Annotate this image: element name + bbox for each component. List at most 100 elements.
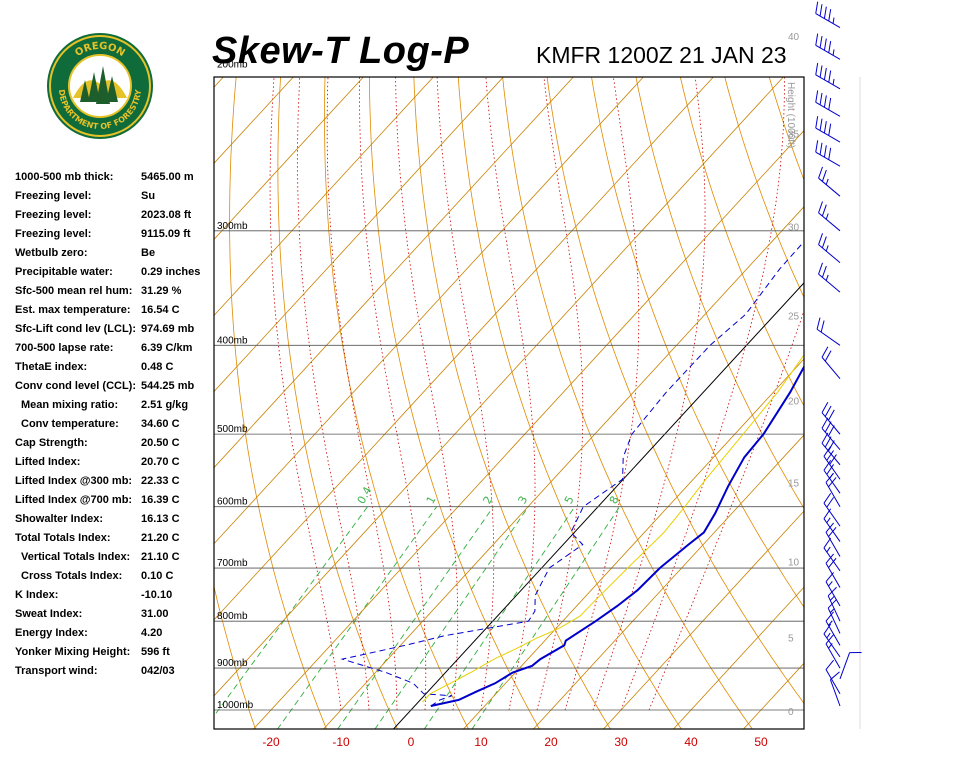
index-label: Cap Strength:: [15, 437, 88, 449]
wind-barb-flag: [829, 454, 837, 465]
wind-barb: [823, 537, 841, 572]
index-label: Freezing level:: [15, 228, 92, 240]
wind-barb-shaft: [816, 328, 841, 346]
dry-adiabat: [768, 77, 804, 181]
wind-barb-flag: [828, 40, 832, 53]
height-tick-label: 5: [788, 634, 794, 645]
profile-group: [340, 240, 804, 707]
wind-barb-flag: [826, 464, 834, 475]
wind-barb-half-flag: [828, 620, 833, 626]
mixing-ratio-line: [374, 506, 529, 729]
wind-barb: [825, 572, 841, 607]
wind-barb-half-flag: [825, 274, 829, 281]
index-value: 0.48 C: [141, 361, 174, 373]
x-tick-label: 50: [754, 735, 768, 749]
wind-barb-flag: [821, 417, 829, 429]
isotherm: [532, 434, 804, 729]
wind-barb-half-flag: [829, 473, 834, 479]
wind-barb-flag: [815, 33, 819, 46]
isobar-label: 500mb: [217, 424, 248, 435]
wind-barb-shaft: [818, 212, 841, 232]
wind-barb-flag: [823, 121, 827, 134]
wind-barb: [815, 62, 841, 90]
wind-barb-flag: [828, 147, 832, 160]
mixing-ratio-line: [471, 506, 620, 729]
dry-adiabat: [892, 0, 960, 729]
dry-adiabat: [214, 584, 256, 729]
oregon-forestry-logo: OREGON DEPARTMENT OF FORESTRY: [47, 33, 153, 139]
isotherm: [214, 77, 504, 393]
wind-barb: [829, 671, 841, 707]
wind-barb: [815, 116, 841, 143]
isobar-label: 900mb: [217, 658, 248, 669]
x-tick-label: 0: [408, 735, 415, 749]
isotherm: [252, 130, 804, 729]
isotherm: [214, 77, 714, 621]
wind-barb-flag: [815, 116, 819, 129]
height-tick-label: 25: [788, 311, 800, 322]
wind-barb-flag: [825, 553, 834, 564]
wind-barb-half-flag: [829, 607, 835, 613]
wind-barb-shaft: [825, 581, 841, 607]
wind-barb-flag: [819, 4, 823, 17]
wind-barb: [818, 262, 841, 293]
wind-barb-shaft: [825, 562, 841, 588]
index-value: 5465.00 m: [141, 171, 194, 183]
x-tick-label: -10: [332, 735, 350, 749]
wind-barb: [816, 317, 841, 346]
wind-barb-flag: [819, 92, 823, 105]
dry-adiabat: [635, 77, 804, 510]
index-value: 20.70 C: [141, 456, 180, 468]
wind-barb-flag: [819, 118, 823, 131]
wind-barb: [815, 1, 841, 28]
svg-text:OREGON: OREGON: [73, 41, 126, 59]
wind-barb-flag: [819, 65, 823, 78]
index-label: Sfc-Lift cond lev (LCL):: [15, 323, 136, 335]
wind-barb-flag: [819, 35, 823, 48]
wind-barb-flag: [828, 123, 832, 136]
temperature-profile-line: [430, 364, 804, 707]
wind-barb-flag: [823, 537, 832, 549]
dry-adiabat: [324, 77, 469, 729]
wind-barb-half-flag: [832, 17, 835, 24]
dry-adiabat: [822, 0, 960, 729]
height-tick-label: 0: [788, 707, 794, 718]
wind-barb-half-flag: [826, 517, 831, 524]
wind-barb-flag: [823, 6, 827, 19]
index-value: 34.60 C: [141, 418, 180, 430]
moist-adiabat: [395, 77, 459, 711]
wind-barb: [823, 460, 841, 494]
isobar-label: 1000mb: [217, 700, 254, 711]
index-value: 2023.08 ft: [141, 209, 192, 221]
moist-adiabat: [297, 77, 370, 711]
logo-top-text: OREGON: [73, 41, 126, 59]
wind-barb-flag: [815, 1, 819, 14]
isotherm: [810, 0, 960, 733]
wind-barb-shaft: [839, 652, 851, 680]
height-axis-label: Height (1000ft): [785, 82, 796, 148]
index-label: 700-500 lapse rate:: [15, 342, 114, 354]
x-tick-label: 10: [474, 735, 488, 749]
dry-adiabat: [413, 77, 611, 729]
height-tick-label: 40: [788, 32, 800, 43]
wind-barb-flag: [828, 9, 832, 22]
wind-barb-flag: [815, 140, 819, 153]
wind-barb: [825, 553, 841, 588]
wind-barb: [815, 33, 841, 60]
index-value: 544.25 mb: [141, 380, 195, 392]
parcel-profile-line: [422, 354, 804, 703]
index-value: 22.33 C: [141, 475, 180, 487]
wind-barb-flag: [815, 62, 819, 75]
index-value: 16.54 C: [141, 304, 180, 316]
index-value: Su: [141, 190, 156, 202]
height-tick-label: 35: [788, 129, 800, 140]
index-label: Freezing level:: [15, 190, 92, 202]
dry-adiabat: [369, 77, 540, 729]
isobar-label: 200mb: [217, 59, 248, 70]
mixing-ratio-line: [214, 506, 368, 717]
isobar-label: 300mb: [217, 221, 248, 232]
wind-barb-flag: [823, 38, 827, 51]
wind-barb-half-flag: [829, 595, 835, 601]
wind-barb-flag: [821, 401, 829, 413]
x-tick-label: 40: [684, 735, 698, 749]
